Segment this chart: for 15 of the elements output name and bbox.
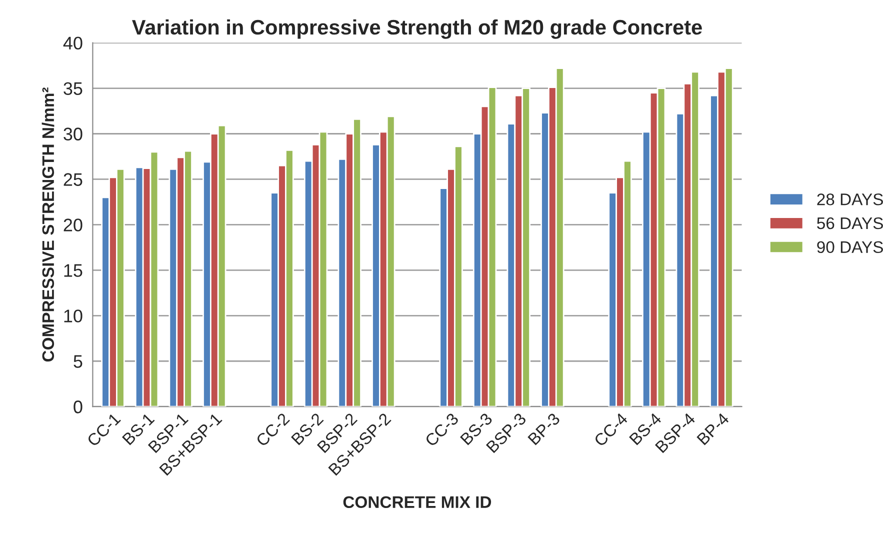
legend-label: 90 DAYS (817, 241, 883, 254)
y-tick-label: 30 (64, 128, 82, 140)
y-tick-label: 5 (74, 355, 82, 368)
y-axis-title: COMPRESSIVE STRENGTH N/mm² (42, 88, 54, 362)
y-tick-label: 35 (64, 82, 82, 95)
chart-title: Variation in Compressive Strength of M20 grade Concrete (132, 19, 702, 39)
y-tick-label: 25 (64, 173, 82, 186)
x-axis-title: CONCRETE MIX ID (343, 496, 492, 508)
y-tick-label: 15 (64, 264, 82, 277)
y-tick-label: 0 (74, 400, 82, 414)
legend-label: 56 DAYS (817, 217, 883, 230)
y-tick-label: 20 (64, 218, 82, 232)
y-tick-label: 40 (63, 36, 82, 50)
y-tick-label: 10 (64, 310, 82, 322)
legend-label: 28 DAYS (817, 194, 883, 206)
